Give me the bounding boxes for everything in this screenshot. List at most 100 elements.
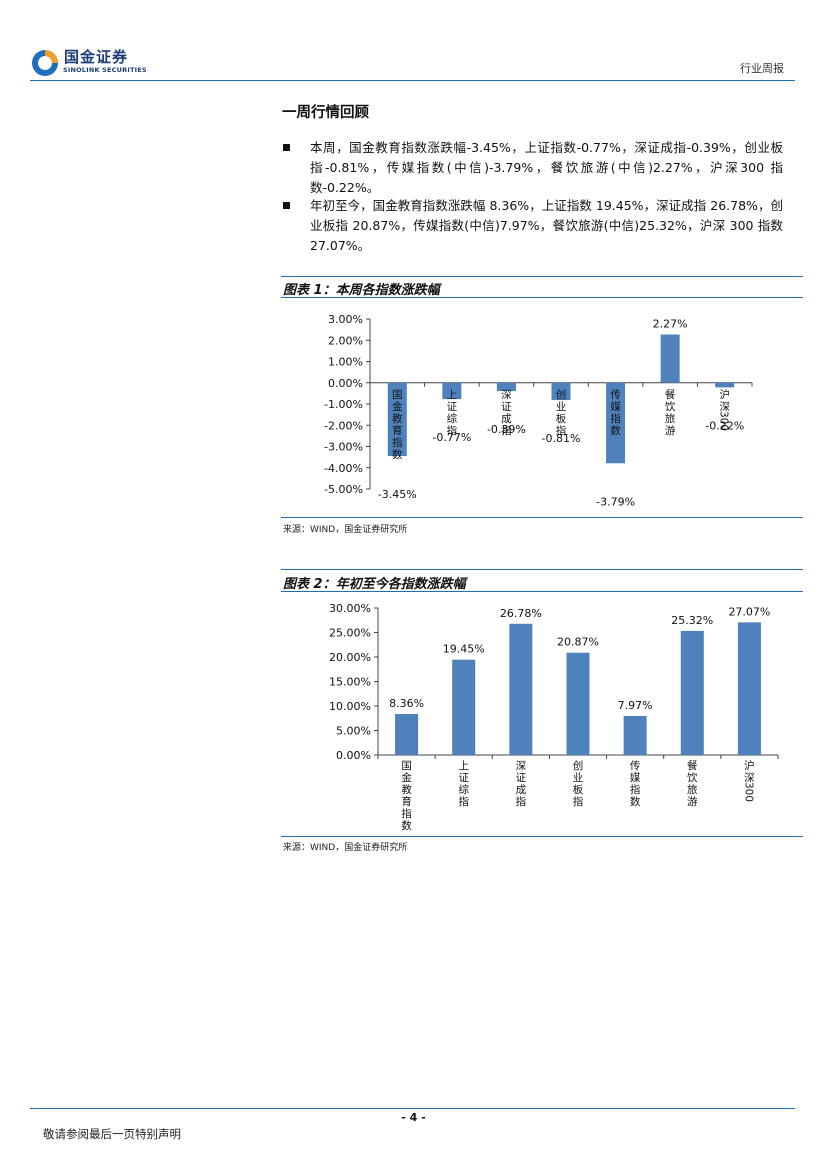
category-label: 成 xyxy=(501,413,512,425)
bar xyxy=(623,715,647,755)
bullet-ytd: 年初至今，国金教育指数涨跌幅 8.36%，上证指数 19.45%，深证成指 26… xyxy=(283,196,783,256)
category-label: 育 xyxy=(392,424,403,437)
bullet-text: 本周，国金教育指数涨跌幅-3.45%，上证指数-0.77%，深证成指-0.39%… xyxy=(310,140,783,195)
category-label: 旅 xyxy=(665,412,676,425)
category-label: 育 xyxy=(401,795,412,808)
y-tick-label: 10.00% xyxy=(329,700,371,713)
category-label: 板 xyxy=(556,412,567,425)
category-label: 指 xyxy=(401,807,412,820)
category-label: 国 xyxy=(401,760,412,772)
y-tick-label: 25.00% xyxy=(329,627,371,640)
category-label: 沪 xyxy=(719,388,730,401)
category-label: 传 xyxy=(630,760,641,772)
data-label: 27.07% xyxy=(728,605,770,618)
category-label: 教 xyxy=(401,783,412,796)
data-label: -0.77% xyxy=(432,431,471,444)
category-label: 数 xyxy=(630,795,641,808)
category-label: 深 xyxy=(744,772,755,784)
figure-1-source: 来源：WIND，国金证券研究所 xyxy=(283,525,408,535)
header-rule xyxy=(30,80,795,81)
bullet-square-icon xyxy=(283,144,290,151)
bar xyxy=(680,630,704,755)
bar xyxy=(606,382,626,464)
figure-2-title: 图表 2：年初至今各指数涨跌幅 xyxy=(283,577,466,592)
category-label: 创 xyxy=(573,759,584,772)
bar xyxy=(395,714,419,755)
category-label: 证 xyxy=(447,401,458,413)
category-label: 沪 xyxy=(744,759,755,772)
data-label: -3.79% xyxy=(596,495,635,508)
data-label: -3.45% xyxy=(378,488,417,501)
y-tick-label: 20.00% xyxy=(329,651,371,664)
category-label: 传 xyxy=(610,389,621,401)
bar xyxy=(551,382,571,400)
category-label: 深 xyxy=(501,389,512,401)
category-label: 成 xyxy=(516,784,527,796)
bar xyxy=(715,382,735,388)
logo-chinese: 国金证券 xyxy=(64,48,129,66)
category-label: 业 xyxy=(573,772,584,784)
figure-1-bottom-rule xyxy=(281,517,803,518)
figure-1-title: 图表 1：本周各指数涨跌幅 xyxy=(283,283,440,298)
data-label: 19.45% xyxy=(443,643,485,656)
category-label: 证 xyxy=(458,772,469,784)
category-label: 数 xyxy=(610,424,621,437)
category-label: 深 xyxy=(719,401,730,413)
category-label: 数 xyxy=(392,448,403,461)
category-label: 金 xyxy=(392,400,403,413)
category-label: 指 xyxy=(610,412,621,425)
y-tick-label: 0.00% xyxy=(336,749,371,762)
data-label: -0.22% xyxy=(705,419,744,432)
category-label: 综 xyxy=(447,412,458,425)
data-label: 2.27% xyxy=(653,318,688,331)
figure-2-bottom-rule xyxy=(281,836,803,837)
bar xyxy=(566,652,590,755)
data-label: 8.36% xyxy=(389,697,424,710)
category-label: 媒 xyxy=(610,400,621,413)
figure-1-chart: 3.00% 2.00% 1.00% 0.00% -1.00% -2.00% -3.00% -4… xyxy=(324,313,753,508)
y-tick-label: -3.00% xyxy=(324,441,363,454)
category-label: 创 xyxy=(556,388,567,401)
category-label: 板 xyxy=(573,783,584,796)
category-label: 国 xyxy=(392,389,403,401)
category-label: 综 xyxy=(458,783,469,796)
category-label: 游 xyxy=(687,795,698,808)
y-tick-label: 5.00% xyxy=(336,725,371,738)
category-label: 指 xyxy=(516,795,527,808)
data-label: 7.97% xyxy=(618,699,653,712)
section-title: 一周行情回顾 xyxy=(282,105,369,121)
y-tick-label: 1.00% xyxy=(328,356,363,369)
category-label: 饮 xyxy=(687,771,698,784)
sinolink-logo-icon xyxy=(32,50,58,76)
y-tick-label: 15.00% xyxy=(329,676,371,689)
figure-2-title-rule xyxy=(281,591,803,592)
bar xyxy=(509,623,533,755)
data-label: -0.81% xyxy=(542,432,581,445)
category-label: 上 xyxy=(458,760,469,772)
page-number: - 4 - xyxy=(401,1111,426,1124)
category-label: 300 xyxy=(742,782,754,802)
y-tick-label: -1.00% xyxy=(324,398,363,411)
data-label: 26.78% xyxy=(500,607,542,620)
y-tick-label: 0.00% xyxy=(328,377,363,390)
category-label: 指 xyxy=(501,424,512,437)
y-tick-label: 3.00% xyxy=(328,313,363,326)
bar xyxy=(452,659,476,755)
figure-2-chart: 30.00% 25.00% 20.00% 15.00% 10.00% 5.00% 0.00%… xyxy=(329,602,779,832)
footer-disclaimer: 敬请参阅最后一页特别声明 xyxy=(43,1127,181,1141)
category-label: 游 xyxy=(665,424,676,437)
figure-1-top-rule xyxy=(281,276,803,277)
category-label: 指 xyxy=(573,795,584,808)
figure-2-source: 来源：WIND，国金证券研究所 xyxy=(283,843,408,853)
figure-2-top-rule xyxy=(281,569,803,570)
category-label: 300 xyxy=(718,411,730,431)
category-label: 餐 xyxy=(687,759,698,772)
category-label: 上 xyxy=(447,389,458,401)
y-tick-label: -4.00% xyxy=(324,462,363,475)
category-label: 指 xyxy=(630,783,641,796)
category-label: 证 xyxy=(501,401,512,413)
bar xyxy=(660,334,680,383)
category-label: 深 xyxy=(516,760,527,772)
data-label: -0.39% xyxy=(487,423,526,436)
bar xyxy=(442,382,462,400)
